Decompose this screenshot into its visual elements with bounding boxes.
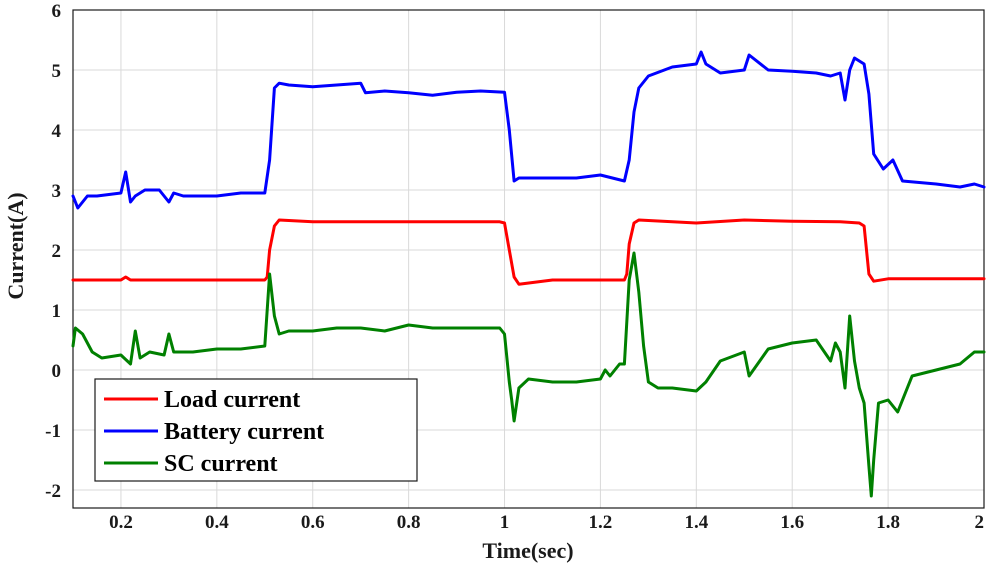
x-tick-label: 1.8 xyxy=(876,512,900,533)
series-line-sc-current xyxy=(71,251,986,498)
x-axis-ticks: 0.2 0.4 0.6 0.8 1 1.2 1.4 1.6 1.8 2 xyxy=(109,512,984,533)
x-tick-label: 0.4 xyxy=(205,512,229,533)
y-tick-label: 2 xyxy=(52,241,62,262)
y-tick-label: 0 xyxy=(52,361,62,382)
legend-label: SC current xyxy=(164,451,278,477)
legend-label: Battery current xyxy=(164,419,324,445)
x-tick-label: 0.8 xyxy=(397,512,421,533)
series-line-load-current xyxy=(71,218,986,286)
legend-label: Load current xyxy=(164,387,300,413)
legend: Load current Battery current SC current xyxy=(94,378,418,482)
y-tick-label: 5 xyxy=(52,61,62,82)
series-group xyxy=(71,50,986,498)
y-axis-ticks: -2 -1 0 1 2 3 4 5 6 xyxy=(45,1,61,502)
x-tick-label: 2 xyxy=(975,512,985,533)
plot-frame xyxy=(72,9,985,509)
x-tick-label: 0.6 xyxy=(301,512,325,533)
x-tick-label: 1.4 xyxy=(684,512,708,533)
y-tick-label: 6 xyxy=(52,1,62,22)
x-tick-label: 1 xyxy=(500,512,510,533)
y-axis-title: Current(A) xyxy=(3,192,28,299)
series-line-battery-current xyxy=(71,50,986,210)
x-tick-label: 1.2 xyxy=(589,512,613,533)
y-tick-label: -1 xyxy=(45,421,61,442)
y-tick-label: 4 xyxy=(52,121,62,142)
y-tick-label: 3 xyxy=(52,181,62,202)
x-tick-label: 0.2 xyxy=(109,512,133,533)
y-tick-label: 1 xyxy=(52,301,62,322)
x-tick-label: 1.6 xyxy=(780,512,804,533)
x-axis-title: Time(sec) xyxy=(482,538,573,563)
y-tick-label: -2 xyxy=(45,481,61,502)
